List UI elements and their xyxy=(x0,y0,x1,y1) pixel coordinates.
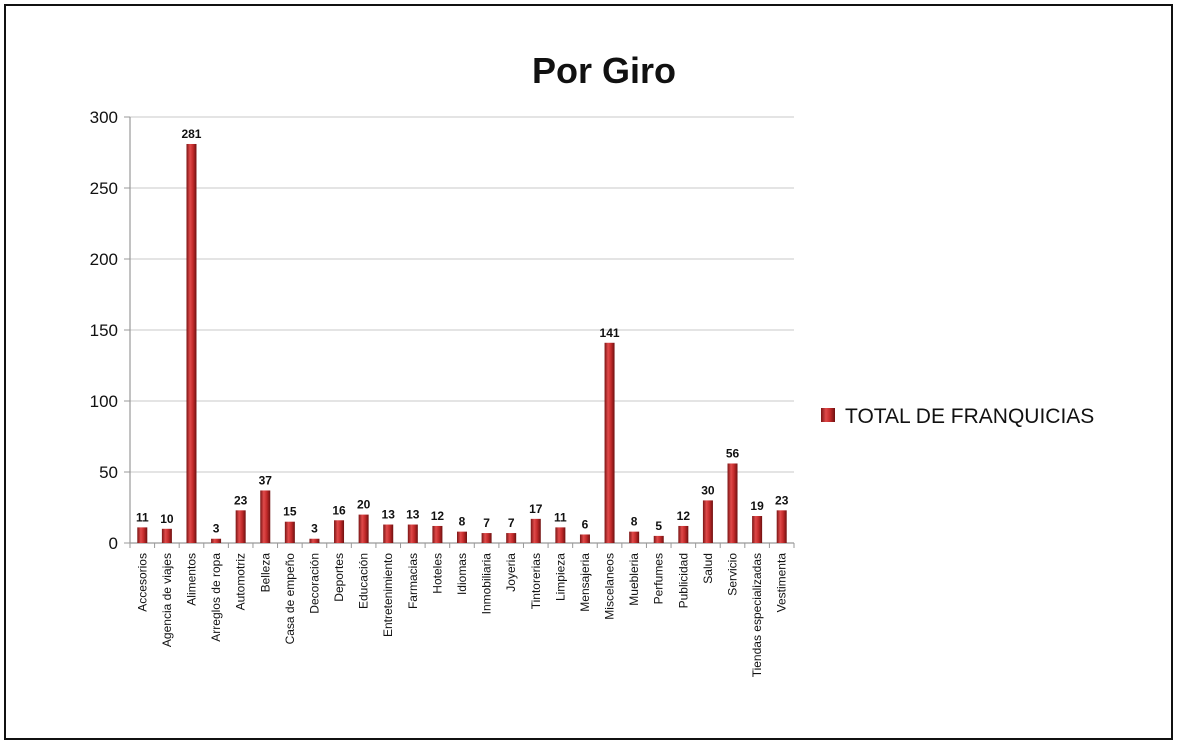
x-tick-label: Hoteles xyxy=(430,553,444,594)
chart-title: Por Giro xyxy=(532,50,676,91)
data-label: 17 xyxy=(529,502,543,516)
x-tick-label: Educación xyxy=(357,553,371,609)
data-label: 12 xyxy=(677,509,691,523)
x-tick-label: Casa de empeño xyxy=(283,553,297,645)
x-tick-label: Automotriz xyxy=(234,553,248,610)
bar xyxy=(284,521,295,543)
legend-label: TOTAL DE FRANQUICIAS xyxy=(845,405,1094,428)
bar xyxy=(678,525,689,543)
bar xyxy=(137,527,148,543)
x-tick-label: Mensajeria xyxy=(578,553,592,612)
bar xyxy=(752,516,763,543)
x-tick-label: Inmobiliaria xyxy=(480,553,494,615)
bar xyxy=(358,514,369,543)
data-label: 16 xyxy=(332,503,346,517)
bar xyxy=(211,538,222,543)
bar xyxy=(776,510,787,543)
bar xyxy=(579,534,590,543)
x-tick-label: Limpieza xyxy=(553,553,567,601)
bar xyxy=(555,527,566,543)
bar xyxy=(407,524,418,543)
chart-frame xyxy=(4,4,1173,740)
data-label: 8 xyxy=(459,515,466,529)
y-tick-label: 0 xyxy=(109,534,118,553)
y-tick-label: 200 xyxy=(90,250,118,269)
bar xyxy=(235,510,246,543)
data-label: 141 xyxy=(600,326,620,340)
bar xyxy=(457,531,467,543)
data-label: 6 xyxy=(582,517,589,531)
y-tick-label: 100 xyxy=(90,392,118,411)
x-tick-label: Muebleria xyxy=(627,553,641,606)
x-tick-label: Farmacias xyxy=(406,553,420,609)
bar xyxy=(161,528,172,543)
bar xyxy=(186,143,197,544)
bar xyxy=(530,518,541,543)
x-tick-label: Idiomas xyxy=(455,553,469,595)
legend-swatch xyxy=(821,408,835,422)
y-axis: 0 50 100 150 200 250 300 xyxy=(90,108,131,553)
x-tick-label: Joyeria xyxy=(504,553,518,592)
data-label: 3 xyxy=(213,522,220,536)
x-tick-label: Perfumes xyxy=(652,553,666,604)
bar xyxy=(334,520,345,543)
x-tick-label: Belleza xyxy=(258,553,272,593)
data-label: 10 xyxy=(160,512,174,526)
data-label: 7 xyxy=(508,516,515,530)
x-tick-label: Deportes xyxy=(332,553,346,602)
x-tick-label: Decoración xyxy=(307,553,321,614)
x-tick-label: Tiendas especializadas xyxy=(750,553,764,677)
bar xyxy=(702,500,713,543)
data-labels: 11 10 281 3 23 37 15 3 16 20 13 13 12 8 7 7 17 11 6 141 8 5 12… xyxy=(136,127,789,536)
data-label: 8 xyxy=(631,515,638,529)
bar xyxy=(604,342,615,543)
data-label: 23 xyxy=(775,493,789,507)
y-tick-label: 250 xyxy=(90,179,118,198)
bar xyxy=(383,524,394,543)
bar xyxy=(481,533,492,543)
data-label: 11 xyxy=(554,510,567,524)
data-label: 23 xyxy=(234,493,248,507)
x-tick-label: Tintorerias xyxy=(529,553,543,609)
data-label: 19 xyxy=(750,499,764,513)
data-label: 20 xyxy=(357,498,371,512)
y-tick-label: 300 xyxy=(90,108,118,127)
data-label: 37 xyxy=(259,473,273,487)
data-label: 56 xyxy=(726,446,740,460)
x-axis: Accesorios Agencia de viajes Alimentos Arre… xyxy=(129,543,795,677)
x-tick-label: Salud xyxy=(701,553,715,584)
data-label: 13 xyxy=(382,508,396,522)
data-label: 5 xyxy=(655,519,662,533)
y-tick-label: 50 xyxy=(99,463,118,482)
bar xyxy=(432,525,443,543)
data-label: 3 xyxy=(311,522,318,536)
bar xyxy=(506,533,517,543)
data-label: 12 xyxy=(431,509,445,523)
y-tick-label: 150 xyxy=(90,321,118,340)
bar-series xyxy=(137,143,787,544)
data-label: 7 xyxy=(483,516,490,530)
bar xyxy=(260,490,271,543)
bar xyxy=(727,463,738,543)
x-tick-label: Agencia de viajes xyxy=(160,553,174,647)
x-tick-label: Publicidad xyxy=(676,553,690,608)
bar xyxy=(629,531,640,543)
grid-lines xyxy=(130,116,794,544)
x-tick-label: Alimentos xyxy=(184,553,198,606)
data-label: 30 xyxy=(701,483,715,497)
data-label: 15 xyxy=(283,505,297,519)
legend: TOTAL DE FRANQUICIAS xyxy=(821,405,1094,428)
x-tick-label: Vestimenta xyxy=(775,553,789,613)
x-tick-label: Miscelaneos xyxy=(603,553,617,620)
data-label: 11 xyxy=(136,510,149,524)
bar xyxy=(309,538,320,543)
x-tick-label: Accesorios xyxy=(135,553,149,612)
x-tick-label: Arreglos de ropa xyxy=(209,553,223,642)
bar xyxy=(653,535,664,543)
data-label: 13 xyxy=(406,508,420,522)
data-label: 281 xyxy=(181,127,201,141)
x-tick-label: Servicio xyxy=(726,553,740,596)
x-tick-label: Entretenimiento xyxy=(381,553,395,637)
